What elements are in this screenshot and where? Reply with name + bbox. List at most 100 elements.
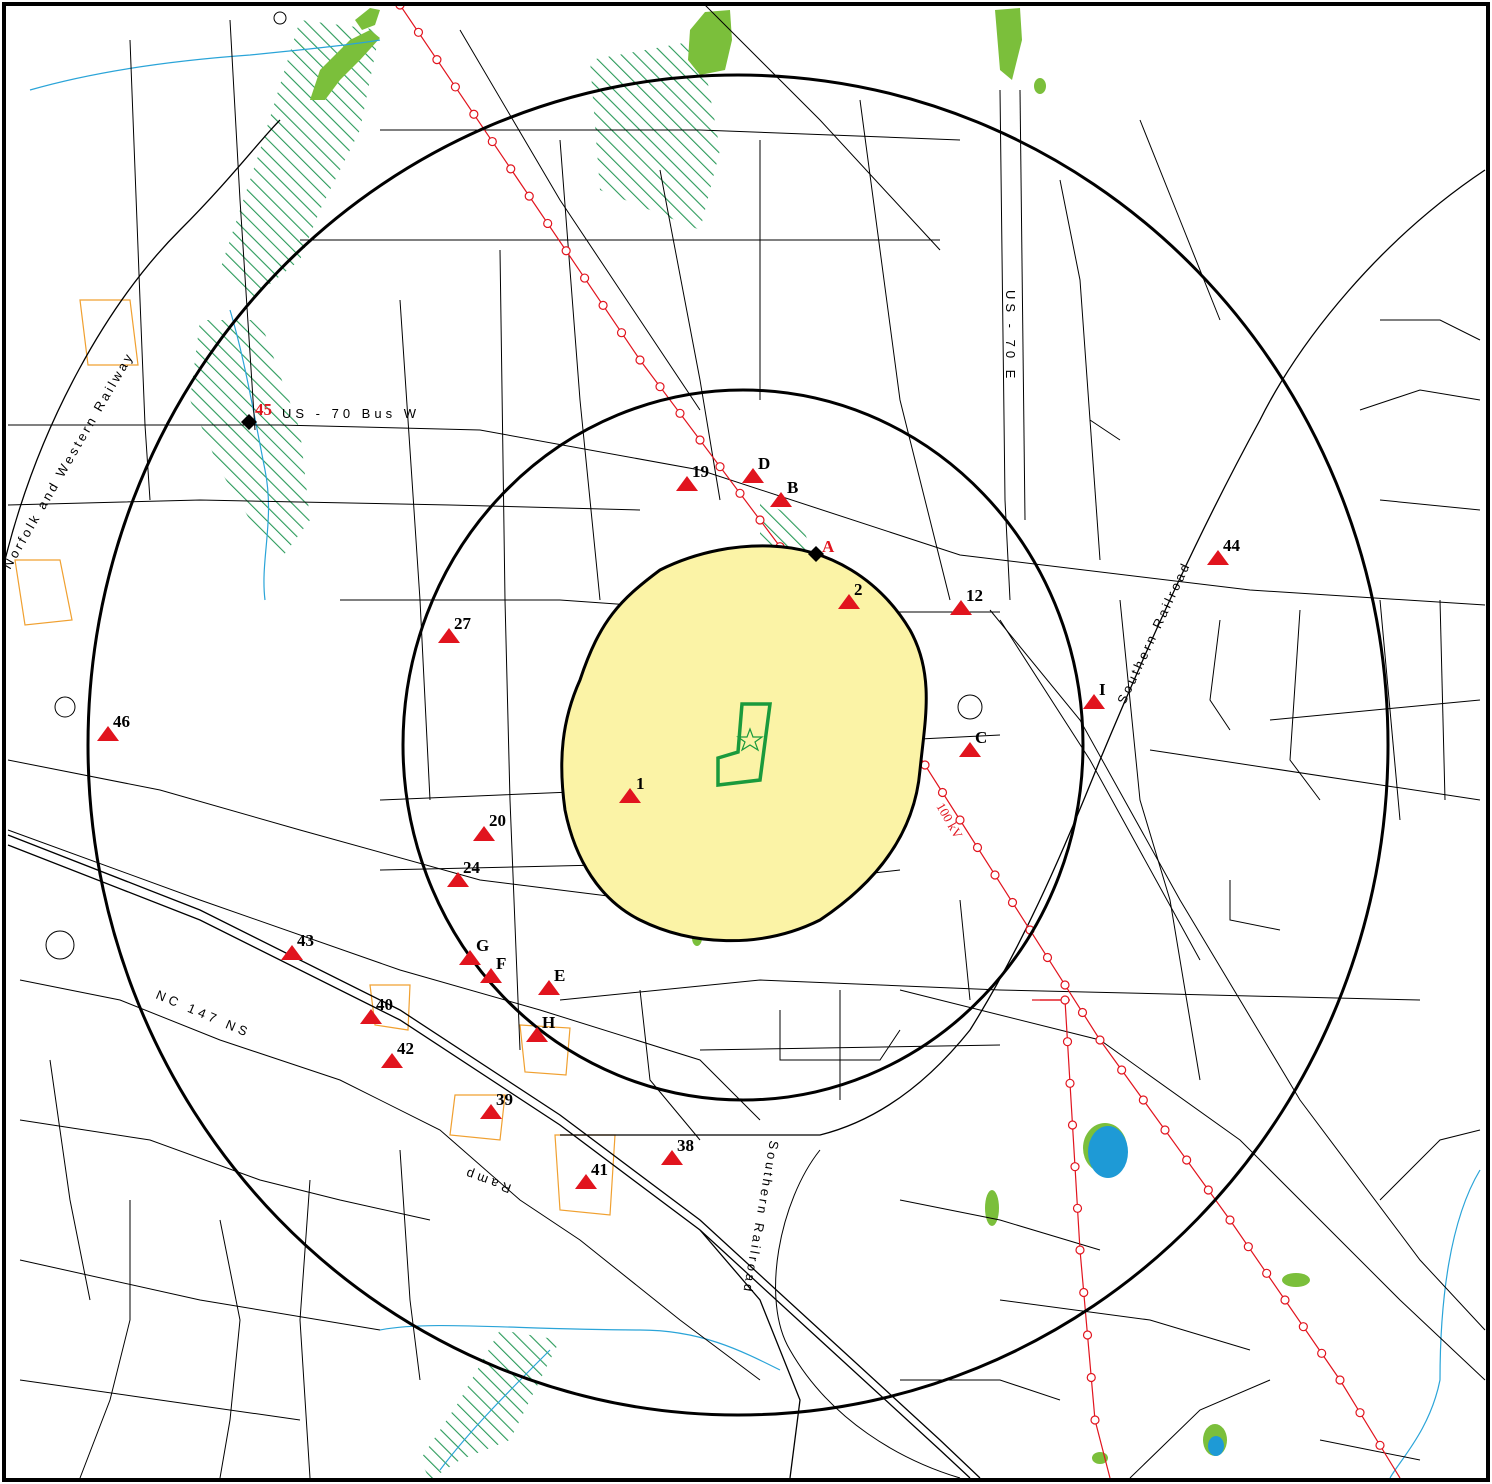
tower-circle-icon (655, 382, 665, 392)
marker-20[interactable]: 20 (473, 811, 506, 841)
tower-circle-icon (695, 435, 705, 445)
marker-label-B: B (787, 478, 798, 497)
marker-1[interactable]: 1 (619, 774, 645, 803)
tower-circle-icon (1007, 897, 1018, 908)
road-label-us70-bus-w: US - 70 Bus W (282, 406, 420, 421)
red-triangle-icon (480, 968, 502, 983)
tower-circle-icon (1065, 1078, 1075, 1088)
marker-B[interactable]: B (770, 478, 798, 507)
tower-circle-icon (972, 842, 983, 853)
marker-label-42: 42 (397, 1039, 414, 1058)
marker-F[interactable]: F (480, 954, 506, 983)
marker-I[interactable]: I (1083, 680, 1106, 709)
marker-2[interactable]: 2 (838, 580, 863, 609)
buffer-rings (86, 73, 1390, 1417)
marker-40[interactable]: 40 (360, 995, 393, 1024)
tower-circle-icon (937, 787, 948, 798)
tower-circle-icon (1117, 1065, 1127, 1075)
red-triangle-icon (959, 742, 981, 757)
tower-circle-icon (1182, 1155, 1192, 1165)
marker-label-45: 45 (255, 400, 272, 419)
marker-44[interactable]: 44 (1207, 536, 1241, 565)
red-triangle-icon (661, 1150, 683, 1165)
tower-circle-icon (955, 815, 965, 825)
tower-circle-icon (506, 164, 516, 174)
tower-circle-icon (1067, 1120, 1078, 1130)
tower-circle-icon (715, 462, 725, 472)
marker-label-44: 44 (1223, 536, 1241, 555)
tower-circle-icon (1095, 1035, 1105, 1045)
red-triangle-icon (1083, 694, 1105, 709)
tower-circle-icon (1160, 1125, 1170, 1135)
tower-circle-icon (1072, 1203, 1083, 1213)
tower-circle-icon (1042, 952, 1053, 963)
tower-circle-icon (1077, 1007, 1088, 1018)
marker-E[interactable]: E (538, 966, 565, 995)
tower-circle-icon (990, 870, 1000, 880)
tower-circle-icon (675, 408, 685, 418)
railroad-label-norfolk-western: Norfolk and Western Railway (0, 349, 137, 572)
tower-circle-icon (1082, 1330, 1093, 1340)
red-triangle-icon (538, 980, 560, 995)
marker-12[interactable]: 12 (950, 586, 983, 615)
marker-19[interactable]: 19 (676, 462, 709, 491)
buffer-ring-inner (401, 388, 1085, 1102)
marker-H[interactable]: H (526, 1013, 555, 1042)
marker-A[interactable]: A (808, 537, 835, 562)
marker-45[interactable]: 45 (241, 400, 272, 430)
marker-label-27: 27 (454, 614, 472, 633)
tower-circle-icon (1335, 1375, 1345, 1385)
marker-39[interactable]: 39 (480, 1090, 513, 1119)
tower-circle-icon (1062, 1037, 1073, 1047)
marker-label-F: F (496, 954, 506, 973)
marker-label-C: C (975, 728, 987, 747)
tower-circle-icon (1086, 1372, 1096, 1383)
marker-38[interactable]: 38 (661, 1136, 694, 1165)
marker-label-39: 39 (496, 1090, 513, 1109)
marker-label-19: 19 (692, 462, 709, 481)
tower-circle-icon (1225, 1215, 1235, 1225)
road-label-us70-e: US - 70 E (1003, 290, 1018, 382)
red-triangle-icon (1207, 550, 1229, 565)
buffer-ring-outer (86, 73, 1390, 1417)
marker-46[interactable]: 46 (97, 712, 130, 741)
red-triangle-icon (770, 492, 792, 507)
marker-42[interactable]: 42 (381, 1039, 414, 1068)
marker-24[interactable]: 24 (447, 858, 481, 887)
marker-41[interactable]: 41 (575, 1160, 608, 1189)
water-bodies (1088, 1126, 1224, 1456)
red-triangle-icon (480, 1104, 502, 1119)
marker-label-I: I (1099, 680, 1106, 699)
parcels (14, 299, 616, 1216)
tower-circle-icon (616, 328, 627, 338)
marker-43[interactable]: 43 (281, 931, 314, 960)
streams (29, 39, 1481, 1478)
tower-circle-icon (1298, 1322, 1308, 1332)
tower-circle-icon (524, 191, 534, 201)
railroad-label-southern-east: Southern Railroad (1114, 559, 1193, 707)
marker-label-20: 20 (489, 811, 506, 830)
tower-circle-icon (561, 246, 571, 256)
red-triangle-icon (97, 726, 119, 741)
tower-circle-icon (1375, 1440, 1385, 1450)
marker-label-24: 24 (463, 858, 481, 877)
tower-circle-icon (1280, 1295, 1290, 1305)
tower-circle-icon (413, 27, 424, 37)
markers: A 45 1 2 12 19 20 24 27 38 39 40 41 42 4… (97, 400, 1241, 1189)
red-triangle-icon (742, 468, 764, 483)
marker-D[interactable]: D (742, 454, 770, 483)
marker-G[interactable]: G (459, 936, 489, 965)
tower-circle-icon (1203, 1185, 1213, 1195)
site (716, 702, 772, 787)
marker-label-40: 40 (376, 995, 393, 1014)
tower-circle-icon (450, 82, 460, 92)
marker-label-41: 41 (591, 1160, 608, 1179)
tower-circle-icon (755, 515, 765, 525)
marker-C[interactable]: C (959, 728, 987, 757)
marker-27[interactable]: 27 (438, 614, 472, 643)
black-diamond-icon (241, 414, 257, 430)
tower-circle-icon (1090, 1415, 1100, 1425)
tower-circle-icon (469, 109, 479, 119)
